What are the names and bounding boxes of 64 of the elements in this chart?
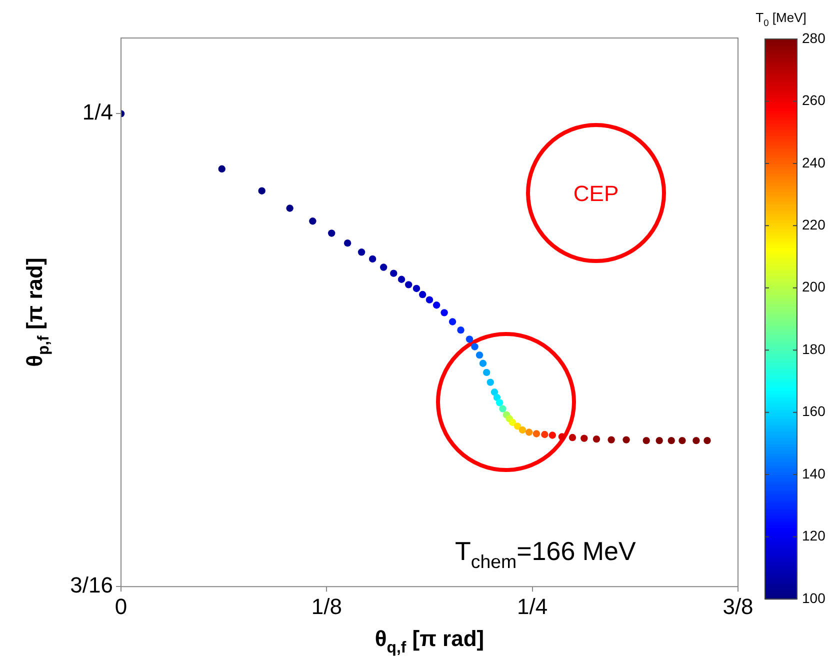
y-axis-title: θp,f [π rad] bbox=[22, 258, 53, 367]
point bbox=[592, 435, 600, 443]
point bbox=[493, 394, 501, 402]
point bbox=[568, 434, 576, 442]
y-tick-label: 3/16 bbox=[70, 572, 113, 598]
point bbox=[448, 318, 456, 326]
point bbox=[622, 436, 630, 444]
color-bar-label: 160 bbox=[802, 403, 826, 420]
x-tick-label: 3/8 bbox=[722, 594, 754, 619]
point bbox=[514, 422, 522, 430]
color-bar-label: 120 bbox=[802, 528, 826, 544]
point bbox=[486, 378, 494, 386]
point bbox=[476, 351, 484, 359]
point bbox=[405, 281, 412, 288]
annotation: CEP bbox=[573, 181, 619, 206]
point bbox=[418, 290, 426, 298]
point bbox=[692, 436, 700, 444]
point bbox=[548, 432, 556, 439]
point bbox=[525, 428, 533, 436]
point bbox=[368, 255, 376, 263]
point bbox=[398, 276, 406, 283]
color-bar-label: 260 bbox=[802, 92, 826, 108]
color-bar-label: 100 bbox=[802, 590, 826, 606]
point bbox=[286, 204, 294, 212]
point bbox=[518, 426, 526, 434]
point bbox=[344, 239, 352, 247]
point bbox=[328, 230, 336, 237]
point bbox=[479, 360, 487, 367]
point bbox=[432, 302, 440, 309]
point bbox=[668, 436, 675, 444]
color-bar-label: 240 bbox=[802, 154, 826, 170]
point bbox=[440, 309, 448, 316]
point bbox=[471, 343, 478, 350]
point bbox=[390, 270, 398, 277]
point bbox=[608, 436, 615, 444]
point bbox=[541, 430, 548, 438]
point bbox=[532, 430, 540, 438]
x-tick-label: 1/4 bbox=[517, 594, 548, 619]
x-tick-label: 0 bbox=[114, 594, 128, 619]
point bbox=[499, 405, 506, 412]
point bbox=[704, 436, 711, 444]
point bbox=[656, 436, 663, 444]
point bbox=[218, 165, 226, 173]
color-bar-label: 180 bbox=[802, 340, 826, 357]
point bbox=[496, 399, 504, 406]
point bbox=[380, 264, 388, 271]
point bbox=[358, 248, 366, 256]
point bbox=[309, 218, 316, 225]
point bbox=[482, 368, 490, 376]
point bbox=[457, 326, 464, 334]
point bbox=[466, 336, 474, 343]
point bbox=[678, 436, 686, 444]
color-bar-label: 140 bbox=[802, 465, 826, 482]
point bbox=[642, 436, 650, 444]
color-bar-label: 280 bbox=[802, 30, 826, 46]
color-bar-label: 200 bbox=[802, 278, 826, 295]
point bbox=[580, 434, 588, 442]
point bbox=[426, 296, 434, 304]
point bbox=[412, 284, 420, 292]
point bbox=[558, 433, 566, 440]
color-bar-label: 220 bbox=[802, 216, 826, 233]
point bbox=[258, 187, 266, 194]
point bbox=[508, 418, 516, 426]
x-tick-label: 1/8 bbox=[311, 594, 342, 619]
